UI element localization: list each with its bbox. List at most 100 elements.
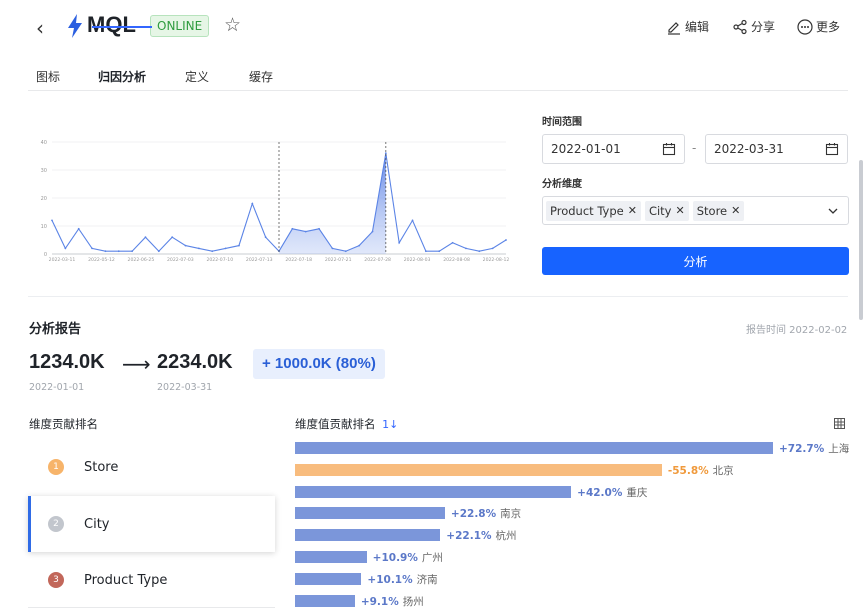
rank-badge: 2 — [48, 516, 64, 532]
data-point — [318, 227, 320, 230]
dimension-name: City — [84, 516, 110, 532]
x-tick-label: 2022-07-10 — [206, 257, 233, 263]
dimension-name: Store — [84, 459, 119, 475]
calendar-icon — [662, 143, 676, 156]
tab-bar: 图标 归因分析 定义 缓存 — [28, 62, 848, 91]
dimension-ranking-title: 维度贡献排名 — [29, 417, 98, 431]
more-button[interactable]: 更多 — [797, 18, 840, 35]
x-tick-label: 2022-05-12 — [88, 257, 115, 263]
dimension-rank-item[interactable]: 1 Store — [28, 439, 275, 495]
data-point — [411, 219, 414, 222]
data-point — [64, 247, 67, 250]
data-point — [478, 250, 481, 253]
value-bar[interactable] — [295, 463, 662, 476]
section-divider — [28, 296, 848, 297]
data-point — [224, 247, 227, 250]
report-title: 分析报告 — [29, 322, 82, 337]
value-bar-label: +22.1% 杭州 — [446, 528, 516, 543]
tab-definition[interactable]: 定义 — [185, 70, 210, 84]
table-view-icon[interactable] — [834, 418, 845, 429]
data-point — [424, 250, 427, 253]
x-tick-label: 2022-08-03 — [404, 257, 431, 263]
bolt-icon — [68, 14, 82, 38]
data-point — [157, 250, 160, 253]
data-point — [184, 244, 187, 247]
analyze-button[interactable]: 分析 — [542, 247, 849, 275]
trend-chart: 0 10 20 30 40 2022-03-11 2022-05-12 2022-06-25… — [41, 140, 510, 263]
value-bar[interactable] — [295, 551, 367, 563]
list-divider — [28, 607, 275, 608]
value-city: 上海 — [828, 443, 850, 455]
value-pct: +42.0% — [577, 486, 623, 499]
remove-tag-icon[interactable]: ✕ — [675, 204, 685, 217]
value-bar[interactable] — [295, 485, 572, 498]
back-button[interactable]: ‹ — [36, 16, 44, 40]
share-label: 分享 — [751, 20, 776, 34]
data-point — [238, 244, 240, 247]
dimension-tag-label: Store — [696, 203, 728, 218]
value-city: 南京 — [500, 508, 522, 521]
value-pct: +22.1% — [446, 530, 492, 543]
edit-button[interactable]: 编辑 — [666, 18, 709, 35]
rank-badge: 1 — [48, 459, 64, 475]
edit-label: 编辑 — [685, 20, 710, 34]
value-bar[interactable] — [295, 507, 445, 520]
active-tab-indicator — [92, 26, 152, 28]
share-icon — [733, 19, 747, 34]
value-bar[interactable] — [295, 572, 362, 585]
more-icon — [797, 18, 813, 35]
value-bar-label: +72.7% 上海 — [779, 441, 849, 456]
date-separator: - — [692, 141, 697, 155]
dimension-label: 分析维度 — [542, 179, 582, 190]
data-point — [251, 202, 254, 205]
dimension-tag-label: Product Type — [550, 203, 624, 218]
dimension-name: Product Type — [84, 572, 168, 588]
y-tick-label: 10 — [41, 224, 47, 230]
data-point — [505, 239, 507, 241]
favorite-star-icon[interactable]: ☆ — [224, 14, 242, 36]
y-tick-label: 20 — [41, 196, 47, 202]
tab-cache[interactable]: 缓存 — [249, 70, 274, 84]
dimension-rank-item[interactable]: 3 Product Type — [28, 552, 275, 608]
report-time: 报告时间 2022-02-02 — [746, 325, 848, 336]
value-bar-label: +42.0% 重庆 — [577, 485, 647, 500]
tab-chart[interactable]: 图标 — [36, 70, 61, 84]
y-tick-label: 30 — [41, 168, 47, 174]
value-bar-label: +9.1% 扬州 — [361, 594, 424, 609]
value-city: 重庆 — [626, 486, 648, 499]
highlight-area — [279, 153, 386, 254]
arrow-icon: ⟶ — [122, 352, 151, 376]
value-pct: +72.7% — [779, 443, 825, 455]
value-ranking-bars: +72.7% 上海 -55.8% 北京 +42.0% 重庆 +22.8% 南京 +22.1% 杭州… — [295, 440, 855, 609]
value-bar[interactable] — [295, 442, 773, 454]
data-point — [77, 227, 80, 230]
data-point — [264, 236, 267, 239]
data-point — [197, 247, 200, 250]
more-label: 更多 — [816, 20, 841, 34]
share-button[interactable]: 分享 — [732, 18, 775, 35]
data-point — [304, 230, 307, 233]
data-point — [465, 247, 467, 250]
scrollbar-thumb[interactable] — [859, 160, 863, 320]
tab-attribution[interactable]: 归因分析 — [98, 70, 147, 84]
data-point — [117, 250, 120, 253]
end-date-input[interactable]: 2022-03-31 — [705, 134, 848, 164]
x-tick-label: 2022-07-28 — [364, 257, 391, 263]
remove-tag-icon[interactable]: ✕ — [731, 204, 741, 217]
dimension-tag: City ✕ — [644, 200, 689, 221]
value-city: 北京 — [712, 464, 734, 477]
x-tick-label: 2022-07-13 — [246, 257, 273, 263]
x-tick-label: 2022-03-11 — [49, 257, 76, 263]
value-bar[interactable] — [295, 529, 441, 542]
sort-icon[interactable]: 1↓ — [382, 418, 399, 431]
y-tick-label: 40 — [41, 140, 47, 146]
dimension-multiselect[interactable]: Product Type ✕ City ✕ Store ✕ — [542, 196, 849, 225]
value-bar[interactable] — [295, 594, 355, 607]
start-date-input[interactable]: 2022-01-01 — [542, 134, 685, 164]
data-point — [171, 236, 174, 239]
to-date: 2022-03-31 — [157, 382, 213, 393]
value-city: 济南 — [416, 573, 438, 586]
chevron-down-icon[interactable] — [827, 205, 839, 217]
remove-tag-icon[interactable]: ✕ — [627, 204, 637, 217]
dimension-rank-item[interactable]: 2 City — [28, 496, 275, 552]
